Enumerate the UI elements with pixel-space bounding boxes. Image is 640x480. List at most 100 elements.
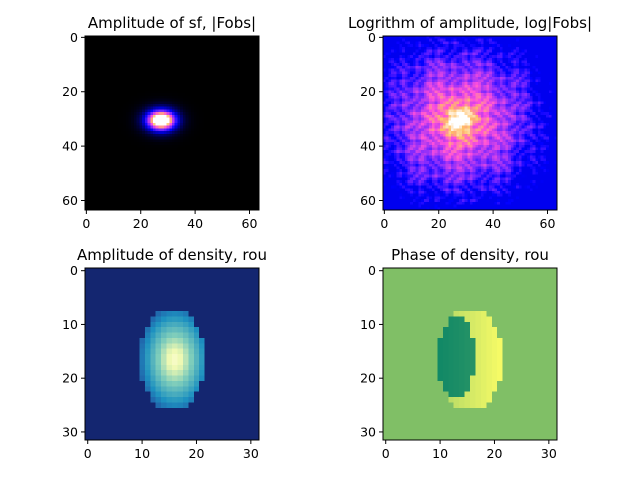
heatmap-cell (253, 204, 257, 208)
heatmap-cell (139, 144, 143, 148)
heatmap-cell (93, 46, 97, 50)
heatmap-cell (172, 79, 176, 83)
heatmap-cell (158, 123, 162, 127)
heatmap-cell (106, 93, 110, 97)
heatmap-cell (543, 57, 547, 61)
heatmap-cell (182, 185, 186, 189)
heatmap-cell (98, 57, 102, 61)
heatmap-cell (177, 84, 181, 89)
heatmap-cell (226, 196, 230, 200)
heatmap-cell (223, 158, 227, 162)
heatmap-cell (388, 71, 392, 75)
heatmap-cell (516, 55, 520, 59)
heatmap-cell (245, 177, 249, 181)
heatmap-cell (125, 182, 129, 186)
heatmap-cell (199, 120, 203, 124)
heatmap-cell (226, 46, 230, 50)
heatmap-cell (117, 123, 121, 127)
heatmap-cell (199, 125, 203, 129)
heatmap-cell (256, 180, 260, 184)
heatmap-cell (161, 193, 165, 197)
heatmap-cell (182, 174, 186, 178)
heatmap-cell (248, 36, 252, 40)
heatmap-cell (210, 123, 214, 127)
heatmap-cell (456, 46, 460, 50)
heatmap-cell (201, 65, 206, 70)
heatmap-cell (90, 103, 94, 108)
heatmap-cell (101, 150, 105, 154)
heatmap-cell (191, 101, 195, 105)
heatmap-cell (220, 136, 225, 140)
heatmap-cell (245, 49, 249, 53)
heatmap-cell (169, 68, 173, 72)
heatmap-cell (207, 95, 211, 99)
heatmap-cell (152, 128, 157, 132)
heatmap-cell (415, 60, 419, 64)
heatmap-cell (133, 114, 138, 118)
heatmap-cell (123, 87, 127, 91)
heatmap-cell (231, 166, 235, 170)
heatmap-cell (155, 139, 159, 143)
heatmap-cell (112, 144, 116, 148)
heatmap-cell (502, 41, 506, 45)
heatmap-cell (90, 166, 94, 170)
heatmap-cell (191, 152, 195, 157)
heatmap-cell (391, 44, 395, 48)
heatmap-cell (250, 36, 254, 40)
heatmap-cell (95, 109, 99, 113)
heatmap-cell (142, 74, 146, 78)
heatmap-cell (540, 36, 544, 40)
heatmap-cell (212, 131, 216, 135)
heatmap-cell (142, 106, 146, 110)
heatmap-cell (98, 188, 102, 192)
heatmap-cell (212, 136, 216, 140)
heatmap-cell (174, 196, 178, 200)
heatmap-cell (142, 158, 146, 162)
heatmap-cell (161, 125, 165, 129)
heatmap-cell (220, 93, 225, 97)
heatmap-cell (256, 117, 260, 121)
heatmap-cell (253, 90, 257, 94)
heatmap-cell (114, 52, 119, 56)
heatmap-cell (177, 185, 181, 189)
heatmap-cell (169, 169, 173, 173)
heatmap-cell (112, 125, 116, 129)
heatmap-cell (120, 95, 124, 99)
heatmap-cell (166, 204, 170, 208)
heatmap-cell (250, 158, 254, 162)
heatmap-cell (210, 114, 214, 118)
heatmap-cell (147, 114, 151, 118)
heatmap-cell (193, 152, 197, 157)
heatmap-cell (144, 112, 148, 116)
heatmap-cell (423, 60, 427, 64)
heatmap-cell (554, 65, 558, 70)
heatmap-cell (215, 169, 219, 173)
heatmap-cell (128, 95, 132, 99)
heatmap-cell (548, 57, 552, 61)
heatmap-cell (144, 196, 148, 200)
heatmap-cell (191, 87, 195, 91)
heatmap-cell (193, 82, 197, 86)
heatmap-cell (112, 112, 116, 116)
heatmap-cell (106, 112, 110, 116)
heatmap-cell (117, 46, 121, 50)
heatmap-cell (253, 55, 257, 59)
heatmap-cell (399, 65, 403, 70)
heatmap-cell (128, 131, 132, 135)
heatmap-cell (245, 41, 249, 45)
heatmap-cell (242, 166, 246, 170)
heatmap-cell (204, 180, 208, 184)
heatmap-cell (133, 174, 138, 178)
heatmap-cell (98, 103, 102, 108)
heatmap-cell (174, 193, 178, 197)
heatmap-cell (226, 44, 230, 48)
heatmap-cell (158, 52, 162, 56)
heatmap-cell (112, 128, 116, 132)
heatmap-cell (172, 114, 176, 118)
heatmap-cell (204, 76, 208, 80)
heatmap-cell (180, 49, 184, 53)
heatmap-cell (234, 163, 238, 167)
heatmap-cell (158, 139, 162, 143)
heatmap-cell (152, 79, 157, 83)
heatmap-cell (242, 131, 246, 135)
